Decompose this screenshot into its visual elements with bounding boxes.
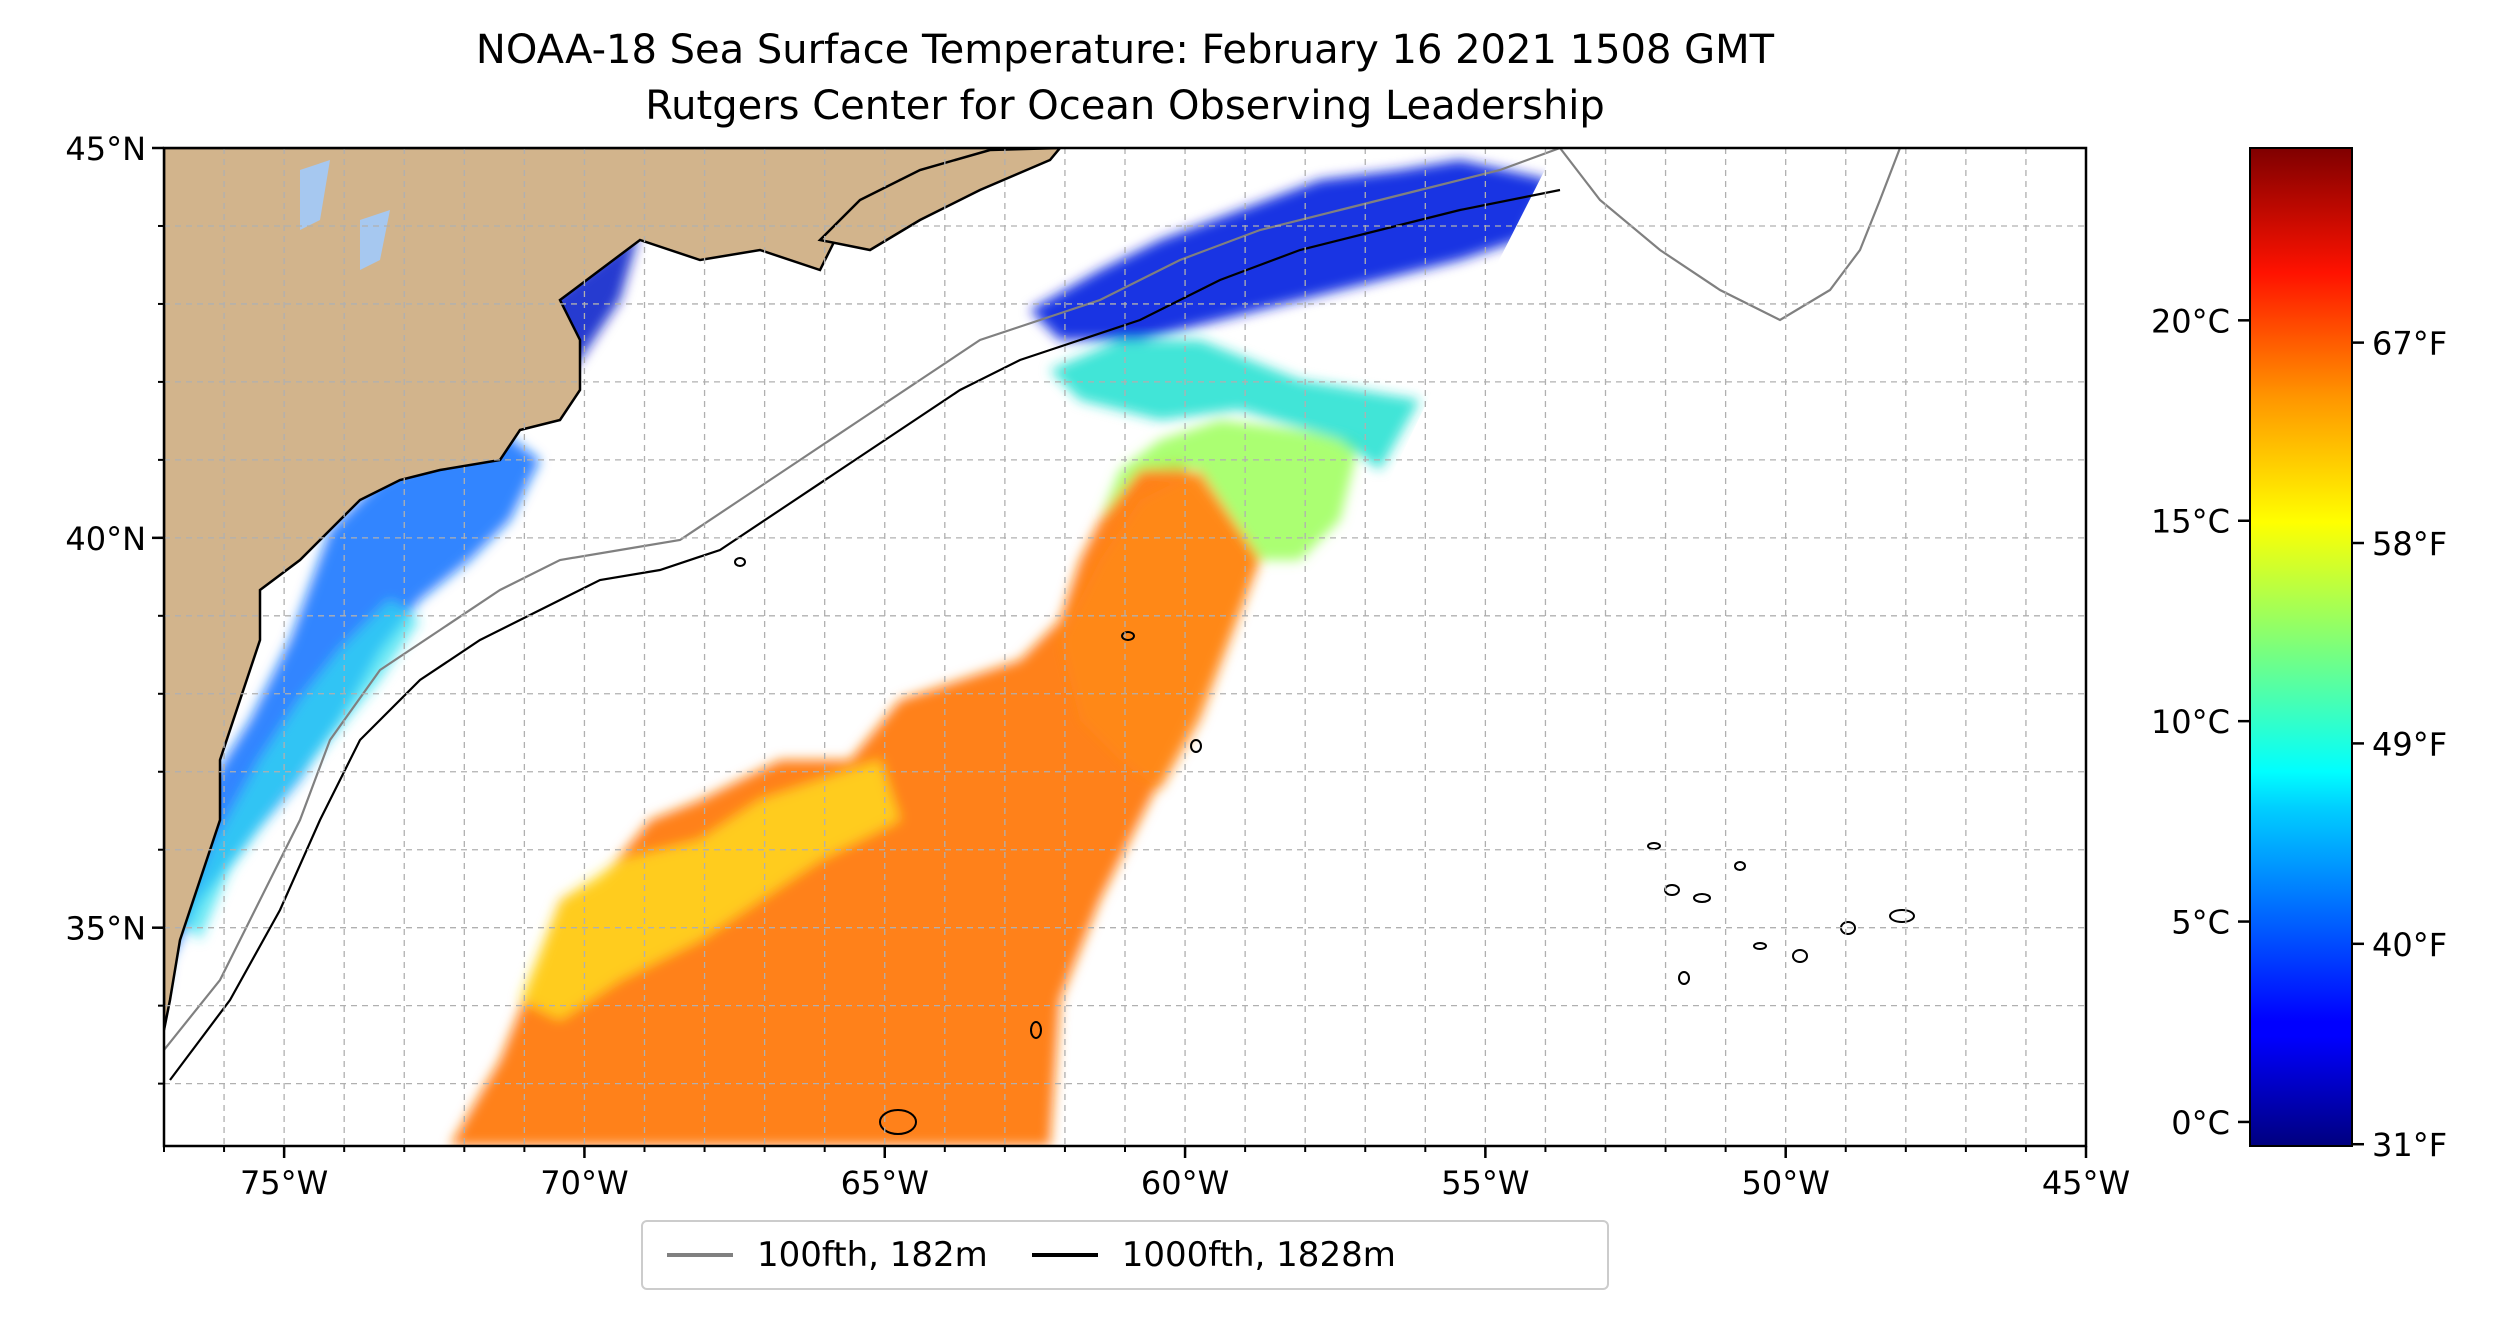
island bbox=[1889, 909, 1915, 923]
lon-tick-label: 75°W bbox=[240, 1164, 328, 1202]
swath-edge-mask bbox=[1066, 148, 2086, 1146]
cbar-c-tick-label: 10°C bbox=[2151, 703, 2230, 741]
cbar-f-tick-label: 31°F bbox=[2372, 1126, 2447, 1164]
cbar-f-tick-label: 49°F bbox=[2372, 725, 2447, 763]
lon-axis: 75°W 70°W 65°W 60°W 55°W 50°W 45°W bbox=[163, 1146, 2130, 1202]
map-content bbox=[164, 148, 2086, 1146]
cbar-c-tick-label: 15°C bbox=[2151, 503, 2230, 541]
sst-coastal-blue bbox=[164, 430, 540, 1000]
legend-item-1000fth: 1000fth, 1828m bbox=[1031, 1235, 1396, 1275]
land-lake-2 bbox=[360, 210, 390, 270]
island bbox=[1753, 942, 1767, 950]
sst-swath-cyan bbox=[1050, 340, 1420, 470]
island bbox=[1734, 861, 1746, 871]
land-lake-1 bbox=[300, 160, 330, 230]
sst-swath-blue bbox=[1030, 160, 1550, 340]
lat-tick-label: 35°N bbox=[65, 910, 146, 948]
island bbox=[1121, 631, 1135, 641]
isobath-legend: 100fth, 182m 1000fth, 1828m bbox=[641, 1220, 1609, 1290]
land-nova-scotia bbox=[817, 148, 1062, 252]
isobath-1000fth bbox=[169, 188, 1561, 1081]
island bbox=[1030, 1021, 1042, 1039]
map-subtitle: Rutgers Center for Ocean Observing Leade… bbox=[645, 83, 1605, 129]
land-layer bbox=[164, 148, 1062, 1031]
island bbox=[1693, 893, 1711, 903]
lon-tick-label: 70°W bbox=[540, 1164, 628, 1202]
lat-tick-label: 40°N bbox=[65, 520, 146, 558]
cbar-c-tick-label: 20°C bbox=[2151, 302, 2230, 340]
island bbox=[1678, 971, 1690, 985]
lon-tick-label: 45°W bbox=[2042, 1164, 2130, 1202]
sst-swath-north-orange bbox=[1060, 470, 1260, 790]
island-bermuda bbox=[879, 1109, 917, 1135]
island bbox=[1190, 739, 1202, 753]
map-title: NOAA-18 Sea Surface Temperature: Februar… bbox=[475, 27, 1775, 73]
sst-coastal-cyan bbox=[180, 600, 420, 940]
isobath-100fth-east bbox=[1559, 148, 1902, 322]
cbar-f-tick-label: 58°F bbox=[2372, 525, 2447, 563]
cbar-c-tick-label: 5°C bbox=[2171, 904, 2230, 942]
cbar-f-tick-label: 40°F bbox=[2372, 926, 2447, 964]
island bbox=[734, 557, 746, 567]
cbar-f-tick-label: 67°F bbox=[2372, 325, 2447, 363]
lon-tick-label: 50°W bbox=[1742, 1164, 1830, 1202]
islands bbox=[734, 557, 1915, 1135]
island bbox=[1792, 949, 1808, 963]
legend-label-100fth: 100fth, 182m bbox=[757, 1235, 988, 1275]
lon-tick-label: 65°W bbox=[841, 1164, 929, 1202]
colorbar-fahrenheit-axis: 31°F 40°F 49°F 58°F 67°F bbox=[2352, 325, 2447, 1164]
sst-layer bbox=[164, 160, 1550, 1146]
lat-axis: 45°N 40°N 35°N bbox=[65, 130, 164, 1085]
lon-tick-label: 60°W bbox=[1141, 1164, 1229, 1202]
legend-item-100fth: 100fth, 182m bbox=[667, 1235, 988, 1275]
sst-swath-yellow bbox=[520, 760, 900, 1020]
land-us-coast bbox=[164, 148, 1061, 1031]
sst-swath-green bbox=[1100, 420, 1360, 560]
legend-swatch-100fth bbox=[667, 1253, 733, 1257]
colorbar bbox=[2249, 147, 2353, 1147]
island bbox=[1647, 842, 1661, 850]
gridlines bbox=[164, 148, 2086, 1146]
lon-tick-label: 55°W bbox=[1441, 1164, 1529, 1202]
cbar-c-tick-label: 0°C bbox=[2171, 1104, 2230, 1142]
isobath-100fth bbox=[164, 148, 1561, 1051]
colorbar-celsius-axis: 0°C 5°C 10°C 15°C 20°C bbox=[2151, 302, 2250, 1142]
legend-swatch-1000fth bbox=[1031, 1253, 1098, 1257]
legend-label-1000fth: 1000fth, 1828m bbox=[1121, 1235, 1396, 1275]
lat-tick-label: 45°N bbox=[65, 130, 146, 168]
